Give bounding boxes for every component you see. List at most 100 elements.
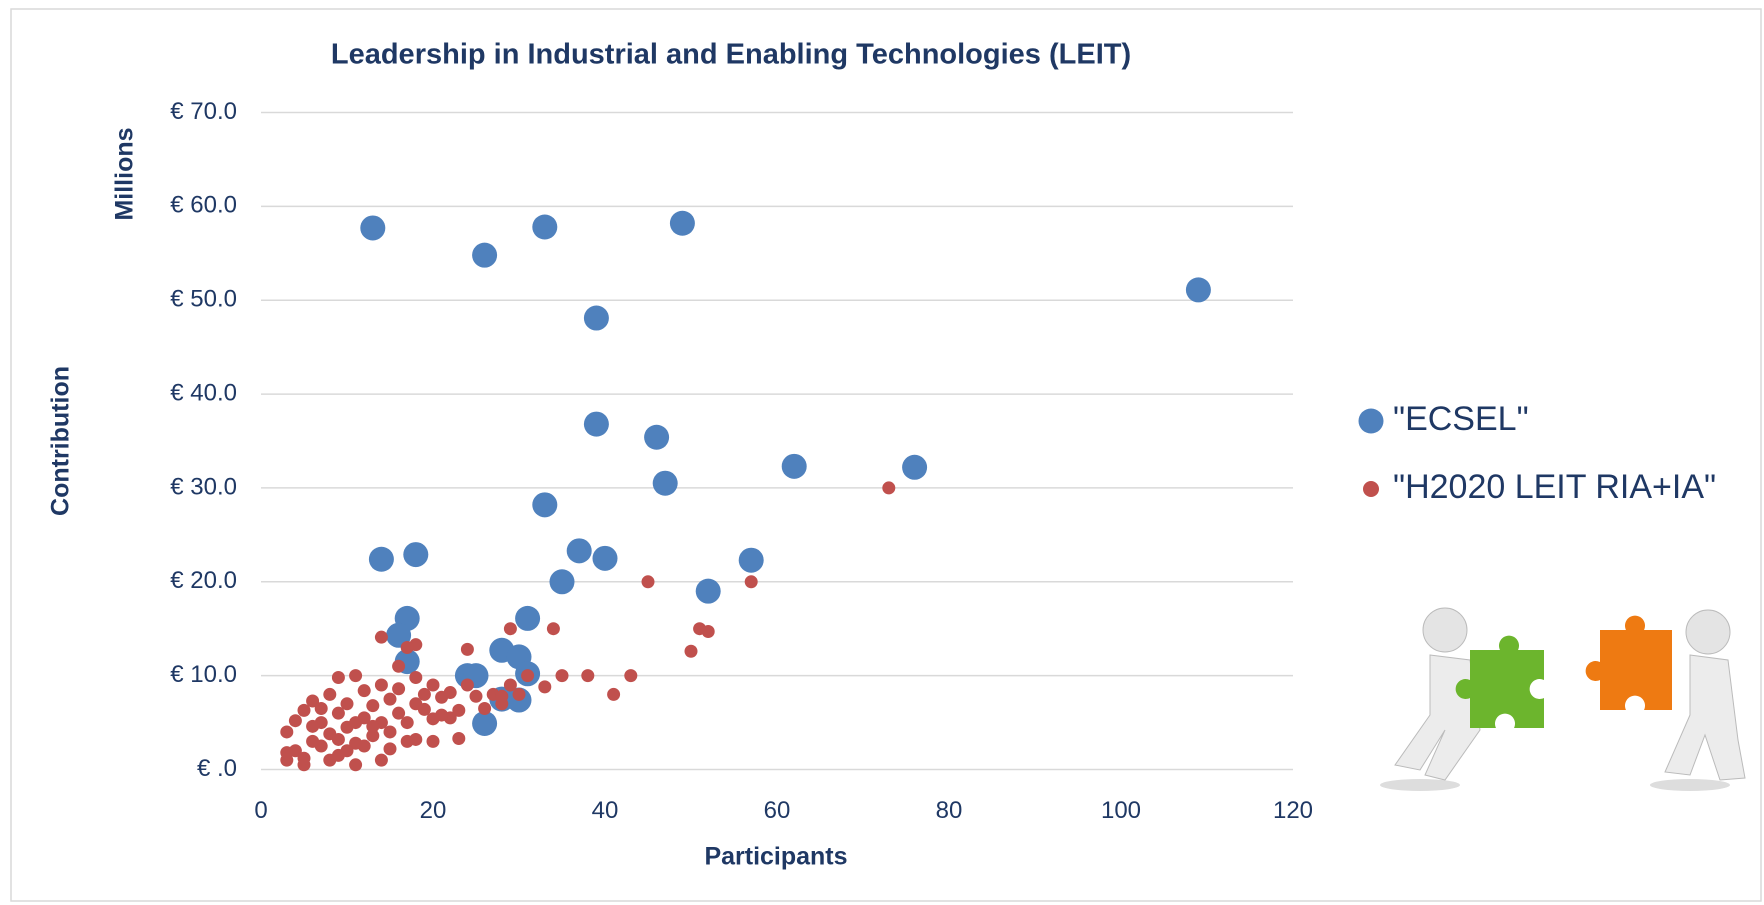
point	[547, 622, 560, 635]
y-tick-label: € 50.0	[170, 286, 237, 313]
chart-title: Leadership in Industrial and Enabling Te…	[331, 39, 1131, 71]
point	[323, 754, 336, 767]
point	[375, 631, 388, 644]
point	[461, 679, 474, 692]
point	[532, 215, 557, 240]
point	[584, 306, 609, 331]
point	[739, 548, 764, 573]
point	[392, 660, 405, 673]
point	[495, 690, 508, 703]
point	[435, 709, 448, 722]
point	[702, 625, 715, 638]
point	[349, 669, 362, 682]
point	[427, 735, 440, 748]
legend-marker	[1359, 409, 1384, 434]
point	[375, 679, 388, 692]
point	[427, 679, 440, 692]
point	[280, 746, 293, 759]
point	[452, 732, 465, 745]
point	[1186, 277, 1211, 302]
point	[584, 412, 609, 437]
point	[550, 569, 575, 594]
x-tick-label: 0	[254, 797, 267, 824]
point	[375, 754, 388, 767]
point	[504, 622, 517, 635]
y-tick-label: € .0	[197, 755, 237, 782]
point	[366, 699, 379, 712]
x-tick-label: 120	[1273, 797, 1313, 824]
x-axis-label: Participants	[704, 843, 847, 871]
point	[392, 682, 405, 695]
page: {"chart_data": {"type": "scatter", "titl…	[0, 0, 1764, 905]
point	[607, 688, 620, 701]
point	[332, 733, 345, 746]
point	[444, 686, 457, 699]
point	[538, 680, 551, 693]
point	[349, 716, 362, 729]
point	[384, 742, 397, 755]
chart-frame	[11, 9, 1761, 901]
point	[882, 481, 895, 494]
x-tick-label: 100	[1101, 797, 1141, 824]
point	[696, 579, 721, 604]
y-tick-label: € 60.0	[170, 192, 237, 219]
y-axis-label: Contribution	[47, 366, 75, 516]
point	[332, 671, 345, 684]
point	[653, 471, 678, 496]
point	[315, 702, 328, 715]
point	[567, 538, 592, 563]
point	[581, 669, 594, 682]
point	[401, 641, 414, 654]
point	[358, 684, 371, 697]
chart: Leadership in Industrial and Enabling Te…	[0, 0, 1764, 905]
point	[515, 606, 540, 631]
point	[685, 645, 698, 658]
point	[409, 671, 422, 684]
point	[384, 725, 397, 738]
point	[323, 688, 336, 701]
y-unit-label: Millions	[111, 127, 139, 220]
point	[366, 720, 379, 733]
x-tick-label: 80	[936, 797, 963, 824]
point	[745, 575, 758, 588]
point	[358, 740, 371, 753]
point	[556, 669, 569, 682]
point	[644, 425, 669, 450]
y-tick-label: € 10.0	[170, 661, 237, 688]
point	[624, 669, 637, 682]
point	[642, 575, 655, 588]
point	[478, 702, 491, 715]
point	[461, 643, 474, 656]
y-tick-label: € 20.0	[170, 567, 237, 594]
point	[384, 693, 397, 706]
point	[470, 690, 483, 703]
x-tick-label: 20	[420, 797, 447, 824]
point	[280, 725, 293, 738]
point	[472, 243, 497, 268]
legend-marker	[1363, 481, 1379, 497]
point	[360, 215, 385, 240]
point	[513, 688, 526, 701]
y-tick-label: € 40.0	[170, 379, 237, 406]
point	[403, 542, 428, 567]
x-tick-label: 60	[764, 797, 791, 824]
legend-label: "H2020 LEIT RIA+IA"	[1393, 468, 1716, 506]
legend-label: "ECSEL"	[1393, 400, 1529, 438]
point	[532, 492, 557, 517]
y-tick-label: € 70.0	[170, 98, 237, 125]
point	[521, 669, 534, 682]
x-tick-label: 40	[592, 797, 619, 824]
point	[401, 716, 414, 729]
point	[298, 752, 311, 765]
point	[349, 758, 362, 771]
point	[289, 714, 302, 727]
point	[593, 546, 618, 571]
point	[306, 720, 319, 733]
point	[341, 697, 354, 710]
point	[306, 735, 319, 748]
point	[670, 211, 695, 236]
y-tick-label: € 30.0	[170, 473, 237, 500]
point	[369, 547, 394, 572]
point	[341, 744, 354, 757]
point	[409, 733, 422, 746]
